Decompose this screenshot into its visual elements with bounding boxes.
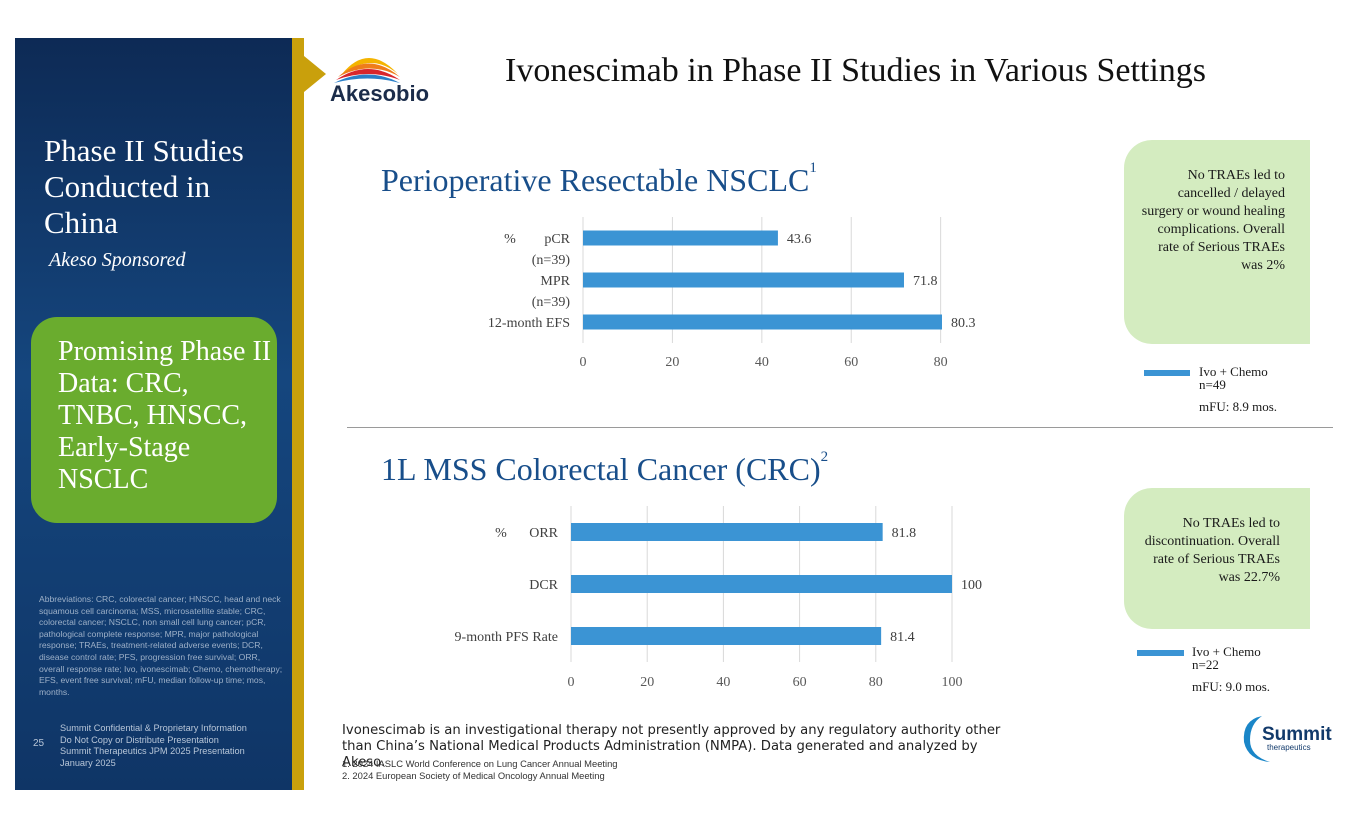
note-box-crc bbox=[1124, 488, 1310, 629]
section-title-nsclc: Perioperative Resectable NSCLC1 bbox=[381, 160, 817, 199]
bar-12-month-efs bbox=[583, 314, 942, 330]
confidential-line: January 2025 bbox=[60, 757, 116, 768]
gold-arrow bbox=[304, 56, 326, 92]
note-box-nsclc bbox=[1124, 140, 1310, 344]
gold-accent-bar bbox=[292, 38, 304, 790]
confidential-line: Summit Confidential & Proprietary Inform… bbox=[60, 723, 247, 733]
x-tick-label: 60 bbox=[793, 675, 807, 690]
legend-series-name: Ivo + Chemo bbox=[1199, 364, 1268, 379]
sidebar-title: Phase II Studies Conducted in China bbox=[44, 133, 244, 240]
page-title: Ivonescimab in Phase II Studies in Vario… bbox=[505, 52, 1207, 89]
confidential-line: Do Not Copy or Distribute Presentation bbox=[60, 734, 219, 745]
data-label: 71.8 bbox=[913, 274, 938, 289]
note-text-crc: No TRAEs led to discontinuation. Overall… bbox=[1144, 516, 1280, 585]
logo-arc-orange bbox=[338, 63, 400, 77]
x-tick-label: 40 bbox=[716, 675, 730, 690]
category-label: pCR bbox=[544, 232, 570, 247]
x-tick-label: 100 bbox=[942, 675, 963, 690]
x-tick-label: 20 bbox=[640, 675, 654, 690]
logo-arc-blue bbox=[334, 74, 400, 83]
category-label: 9-month PFS Rate bbox=[455, 630, 558, 645]
x-tick-label: 0 bbox=[568, 675, 575, 690]
x-tick-label: 80 bbox=[869, 675, 883, 690]
legend-label: Ivo + Chemo n=49 bbox=[1199, 365, 1268, 391]
reference-item: 1. 2024 IASLC World Conference on Lung C… bbox=[342, 758, 618, 769]
data-label: 43.6 bbox=[787, 232, 812, 247]
data-label: 81.8 bbox=[892, 526, 917, 541]
section-divider bbox=[347, 427, 1333, 428]
legend-swatch bbox=[1144, 370, 1190, 376]
confidential-notice: Summit Confidential & Proprietary Inform… bbox=[60, 723, 285, 769]
mfu-label: mFU: 9.0 mos. bbox=[1192, 679, 1271, 694]
abbreviations: Abbreviations: CRC, colorectal cancer; H… bbox=[39, 594, 283, 697]
highlight-box bbox=[31, 317, 277, 523]
page-number: 25 bbox=[33, 738, 45, 749]
bar-dcr bbox=[571, 575, 952, 593]
data-label: 81.4 bbox=[890, 630, 915, 645]
unit-label: % bbox=[504, 232, 516, 247]
summit-wordmark: Summit bbox=[1262, 724, 1332, 745]
unit-label: % bbox=[495, 526, 507, 541]
note-text-nsclc: No TRAEs led to cancelled / delayed surg… bbox=[1141, 168, 1285, 273]
bar-orr bbox=[571, 523, 883, 541]
legend-series-name: Ivo + Chemo bbox=[1192, 644, 1261, 659]
summit-subtext: therapeutics bbox=[1267, 743, 1311, 752]
logo-arc-red bbox=[336, 69, 400, 80]
x-tick-label: 0 bbox=[580, 355, 587, 370]
category-label: DCR bbox=[529, 578, 558, 593]
data-label: 80.3 bbox=[951, 316, 976, 331]
section-title-crc: 1L MSS Colorectal Cancer (CRC)2 bbox=[381, 449, 829, 488]
reference-item: 2. 2024 European Society of Medical Onco… bbox=[342, 769, 605, 781]
disclaimer: Ivonescimab is an investigational therap… bbox=[342, 723, 1001, 770]
category-sublabel: (n=39) bbox=[532, 295, 571, 310]
x-tick-label: 60 bbox=[844, 355, 858, 370]
akesobio-logo: Akesobio bbox=[330, 58, 429, 104]
footnote-ref: 1 bbox=[809, 160, 817, 176]
x-tick-label: 20 bbox=[665, 355, 679, 370]
logo-arc-yellow bbox=[342, 58, 398, 74]
legend-n: n=22 bbox=[1192, 657, 1219, 672]
category-label: 12-month EFS bbox=[488, 316, 570, 331]
category-sublabel: (n=39) bbox=[532, 253, 571, 268]
category-label: MPR bbox=[540, 274, 570, 289]
mfu-label: mFU: 8.9 mos. bbox=[1199, 399, 1278, 414]
section-title-text: 1L MSS Colorectal Cancer (CRC) bbox=[381, 451, 821, 487]
section-title-text: Perioperative Resectable NSCLC bbox=[381, 162, 810, 198]
confidential-line: Summit Therapeutics JPM 2025 Presentatio… bbox=[60, 746, 245, 757]
category-label: ORR bbox=[529, 526, 558, 541]
legend-n: n=49 bbox=[1199, 377, 1226, 392]
footnote-ref: 2 bbox=[820, 449, 829, 465]
bar-pcr bbox=[583, 230, 778, 246]
sidebar-subtitle: Akeso Sponsored bbox=[49, 249, 186, 271]
references: 1. 2024 IASLC World Conference on Lung C… bbox=[342, 758, 842, 781]
bar-mpr bbox=[583, 272, 904, 288]
data-label: 100 bbox=[961, 578, 982, 593]
highlight-text: Promising Phase II Data: CRC, TNBC, HNSC… bbox=[58, 336, 272, 495]
summit-swoosh bbox=[1243, 716, 1270, 762]
summit-logo: Summit therapeutics bbox=[1243, 716, 1332, 762]
bar-9-month-pfs-rate bbox=[571, 627, 882, 645]
legend-swatch bbox=[1137, 650, 1184, 656]
x-tick-label: 80 bbox=[934, 355, 948, 370]
akesobio-wordmark: Akesobio bbox=[330, 81, 429, 104]
x-tick-label: 40 bbox=[755, 355, 769, 370]
legend-label: Ivo + Chemo n=22 bbox=[1192, 645, 1261, 671]
